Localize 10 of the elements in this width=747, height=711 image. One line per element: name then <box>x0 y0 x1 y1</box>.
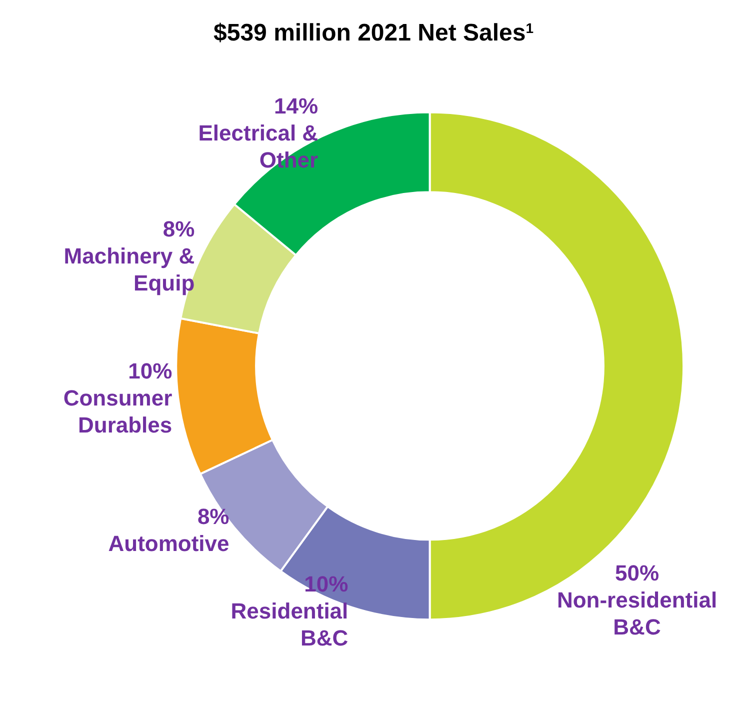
slice-label: Residential B&C <box>230 598 348 650</box>
data-label: 10% <box>304 571 348 596</box>
slice-label: Automotive <box>108 531 230 556</box>
data-label: 14% <box>274 93 318 118</box>
data-label: 10% <box>128 358 172 384</box>
slice-label: Non-residential B&C <box>556 588 718 640</box>
data-label: 50% <box>614 560 660 586</box>
data-label: 8% <box>197 504 230 530</box>
slice-label: Consumer Durables <box>63 386 173 438</box>
data-label: 8% <box>162 216 195 242</box>
